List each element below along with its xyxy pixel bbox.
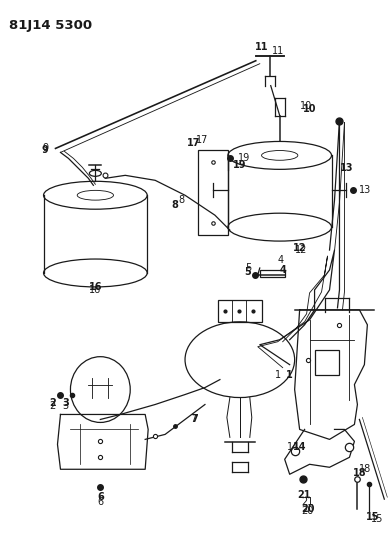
Text: 12: 12	[294, 245, 307, 255]
Text: 15: 15	[371, 514, 384, 524]
Text: 4: 4	[278, 255, 284, 265]
Text: 9: 9	[42, 143, 49, 154]
Text: 16: 16	[89, 285, 102, 295]
Text: 2: 2	[49, 398, 56, 408]
Text: 3: 3	[62, 398, 69, 408]
Bar	[260, 270, 285, 277]
Text: 3: 3	[62, 401, 68, 411]
Text: 8: 8	[178, 195, 184, 205]
Text: 17: 17	[196, 135, 209, 146]
Text: 7: 7	[190, 415, 196, 424]
Text: 6: 6	[97, 492, 104, 502]
Text: 18: 18	[359, 464, 371, 474]
Text: 1: 1	[286, 369, 293, 379]
Bar	[218, 300, 262, 322]
Text: 8: 8	[172, 200, 179, 210]
Text: 20: 20	[301, 506, 314, 516]
Text: 19: 19	[238, 154, 250, 164]
Text: 6: 6	[97, 497, 103, 507]
Text: 10: 10	[300, 101, 312, 110]
Text: 21: 21	[297, 490, 310, 500]
Text: 5: 5	[245, 263, 252, 273]
Text: 21: 21	[301, 497, 314, 507]
Text: 17: 17	[187, 139, 201, 149]
Text: 19: 19	[233, 160, 247, 171]
Text: 11: 11	[272, 46, 284, 56]
Bar	[315, 350, 340, 375]
Text: 15: 15	[366, 512, 379, 522]
Text: 4: 4	[279, 265, 286, 275]
Text: 18: 18	[352, 469, 366, 478]
Text: 13: 13	[359, 185, 371, 195]
Text: 12: 12	[293, 243, 307, 253]
Text: 20: 20	[301, 504, 314, 514]
Text: 11: 11	[255, 42, 268, 52]
Text: 2: 2	[49, 401, 56, 411]
Text: 16: 16	[89, 282, 102, 292]
Bar	[198, 150, 228, 235]
Text: 10: 10	[303, 103, 316, 114]
Text: 14: 14	[293, 442, 307, 453]
Text: 9: 9	[41, 146, 48, 156]
Text: 14: 14	[287, 442, 300, 453]
Text: 13: 13	[340, 163, 353, 173]
Text: 1: 1	[275, 369, 281, 379]
Text: 7: 7	[192, 415, 198, 424]
Text: 81J14 5300: 81J14 5300	[9, 19, 92, 32]
Text: 5: 5	[244, 267, 251, 277]
